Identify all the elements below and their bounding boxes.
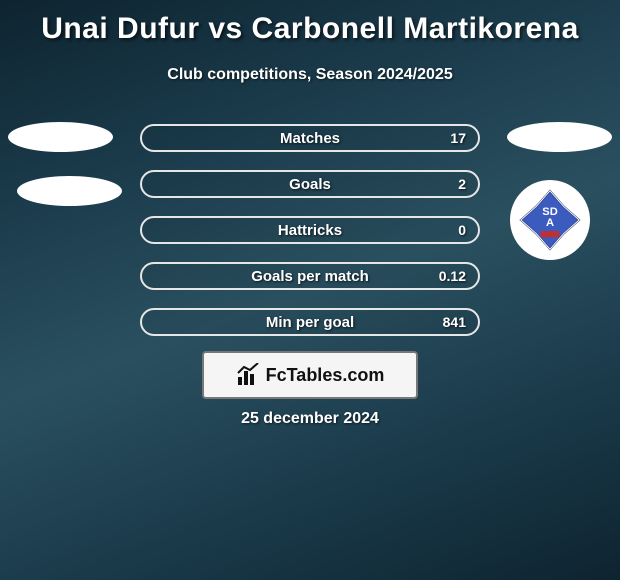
page-title: Unai Dufur vs Carbonell Martikorena bbox=[0, 0, 620, 46]
comparison-card: Unai Dufur vs Carbonell Martikorena Club… bbox=[0, 0, 620, 580]
stats-table: Matches 17 Goals 2 Hattricks 0 Goals per… bbox=[140, 124, 480, 354]
stat-value: 0.12 bbox=[439, 268, 466, 284]
date-label: 25 december 2024 bbox=[0, 410, 620, 428]
stat-row-goals: Goals 2 bbox=[140, 170, 480, 198]
stat-value: 0 bbox=[458, 222, 466, 238]
club-logo-icon: SD A bbox=[519, 189, 581, 251]
club-logo: SD A bbox=[510, 180, 590, 260]
stat-value: 2 bbox=[458, 176, 466, 192]
bar-chart-icon bbox=[236, 363, 260, 387]
stat-value: 17 bbox=[450, 130, 466, 146]
player-badge-left-2 bbox=[17, 176, 122, 206]
stat-label: Hattricks bbox=[142, 222, 478, 239]
stat-label: Goals per match bbox=[142, 268, 478, 285]
svg-text:A: A bbox=[546, 217, 554, 229]
stat-row-min-per-goal: Min per goal 841 bbox=[140, 308, 480, 336]
stat-row-hattricks: Hattricks 0 bbox=[140, 216, 480, 244]
stat-label: Min per goal bbox=[142, 314, 478, 331]
stat-label: Matches bbox=[142, 130, 478, 147]
stat-row-goals-per-match: Goals per match 0.12 bbox=[140, 262, 480, 290]
player-badge-left-1 bbox=[8, 122, 113, 152]
stat-label: Goals bbox=[142, 176, 478, 193]
subtitle: Club competitions, Season 2024/2025 bbox=[0, 66, 620, 84]
stat-row-matches: Matches 17 bbox=[140, 124, 480, 152]
svg-text:SD: SD bbox=[542, 206, 558, 218]
fctables-watermark: FcTables.com bbox=[202, 351, 418, 399]
fctables-label: FcTables.com bbox=[266, 365, 385, 386]
stat-value: 841 bbox=[443, 314, 466, 330]
player-badge-right-1 bbox=[507, 122, 612, 152]
